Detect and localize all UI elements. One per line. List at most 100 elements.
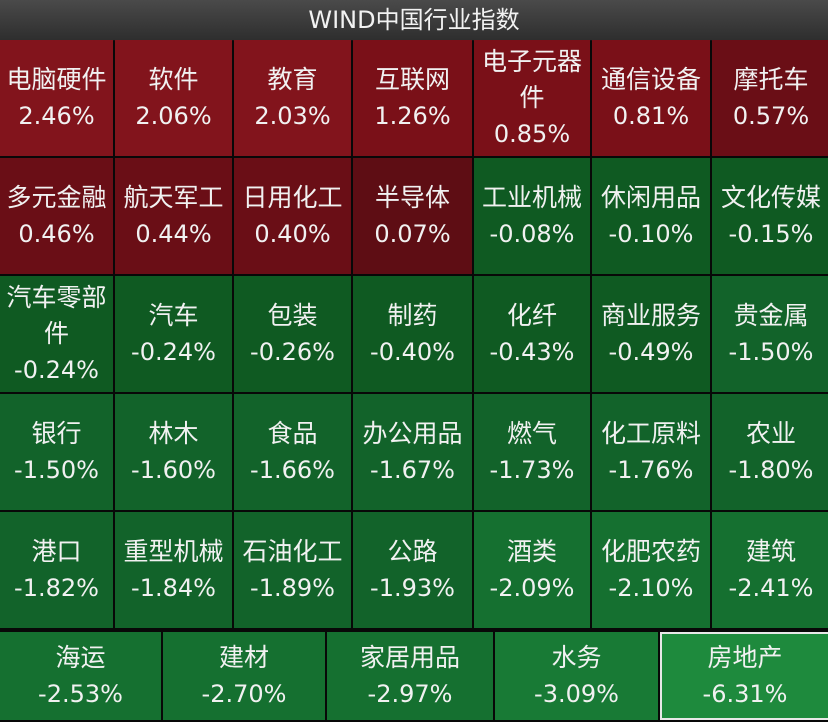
industry-name: 半导体 <box>374 183 450 212</box>
industry-change-pct: -1.84% <box>131 574 216 602</box>
industry-tile[interactable]: 日用化工 0.40% <box>234 158 351 274</box>
industry-change-pct: -2.10% <box>608 574 694 602</box>
industry-tile[interactable]: 电子元器件 0.85% <box>474 40 590 156</box>
industry-change-pct: -1.93% <box>370 574 455 602</box>
industry-name: 银行 <box>31 419 82 448</box>
industry-name: 制药 <box>387 301 438 330</box>
industry-tile[interactable]: 重型机械 -1.84% <box>115 512 232 628</box>
industry-name: 重型机械 <box>123 537 224 566</box>
industry-change-pct: -1.50% <box>14 456 99 484</box>
industry-change-pct: -1.82% <box>14 574 99 602</box>
industry-tile[interactable]: 办公用品 -1.67% <box>353 394 472 510</box>
industry-name: 教育 <box>267 65 318 94</box>
industry-tile[interactable]: 航天军工 0.44% <box>115 158 232 274</box>
industry-tile[interactable]: 建筑 -2.41% <box>712 512 828 628</box>
industry-heatmap-grid: 电脑硬件 2.46% 软件 2.06% 教育 2.03% 互联网 1.26% 电子元器件 0.85… <box>0 40 828 630</box>
industry-tile[interactable]: 互联网 1.26% <box>353 40 472 156</box>
industry-change-pct: 0.57% <box>732 102 810 130</box>
industry-change-pct: -1.66% <box>250 456 335 484</box>
page-title: WIND中国行业指数 <box>0 0 828 41</box>
industry-name: 港口 <box>31 537 82 566</box>
industry-change-pct: -1.89% <box>250 574 335 602</box>
industry-name: 包装 <box>267 301 318 330</box>
industry-change-pct: -0.10% <box>608 220 694 248</box>
industry-name: 公路 <box>387 537 438 566</box>
industry-change-pct: -3.09% <box>534 680 619 708</box>
industry-change-pct: -0.24% <box>131 338 216 366</box>
industry-tile[interactable]: 工业机械 -0.08% <box>474 158 590 274</box>
industry-name: 商业服务 <box>600 301 701 330</box>
industry-heatmap-bottom-row: 海运 -2.53% 建材 -2.70% 家居用品 -2.97% 水务 -3.09% 房地产 -6.… <box>0 632 828 720</box>
industry-name: 建材 <box>218 643 269 672</box>
industry-change-pct: 0.40% <box>254 220 331 248</box>
industry-name: 通信设备 <box>600 65 701 94</box>
industry-tile[interactable]: 酒类 -2.09% <box>474 512 590 628</box>
industry-tile[interactable]: 石油化工 -1.89% <box>234 512 351 628</box>
industry-change-pct: -1.76% <box>608 456 694 484</box>
industry-name: 化工原料 <box>600 419 701 448</box>
industry-tile[interactable]: 摩托车 0.57% <box>712 40 828 156</box>
industry-change-pct: -1.50% <box>728 338 814 366</box>
industry-change-pct: 0.44% <box>135 220 212 248</box>
industry-change-pct: 2.46% <box>18 102 95 130</box>
industry-tile[interactable]: 化纤 -0.43% <box>474 276 590 392</box>
industry-tile[interactable]: 海运 -2.53% <box>0 632 161 720</box>
industry-name: 林木 <box>148 419 199 448</box>
industry-tile[interactable]: 家居用品 -2.97% <box>327 632 493 720</box>
industry-tile[interactable]: 银行 -1.50% <box>0 394 113 510</box>
industry-name: 家居用品 <box>359 643 460 672</box>
industry-tile[interactable]: 贵金属 -1.50% <box>712 276 828 392</box>
industry-tile[interactable]: 文化传媒 -0.15% <box>712 158 828 274</box>
industry-tile[interactable]: 港口 -1.82% <box>0 512 113 628</box>
industry-name: 化纤 <box>506 301 557 330</box>
industry-tile[interactable]: 软件 2.06% <box>115 40 232 156</box>
industry-change-pct: 0.85% <box>493 120 571 148</box>
industry-tile[interactable]: 制药 -0.40% <box>353 276 472 392</box>
industry-tile[interactable]: 化工原料 -1.76% <box>592 394 710 510</box>
industry-name: 电子元器件 <box>481 47 582 112</box>
industry-tile[interactable]: 电脑硬件 2.46% <box>0 40 113 156</box>
industry-name: 水务 <box>551 643 602 672</box>
industry-name: 摩托车 <box>733 65 809 94</box>
industry-change-pct: -0.43% <box>489 338 575 366</box>
industry-change-pct: -2.97% <box>367 680 453 708</box>
industry-tile[interactable]: 水务 -3.09% <box>495 632 658 720</box>
industry-change-pct: -0.26% <box>250 338 335 366</box>
industry-tile[interactable]: 汽车零部件 -0.24% <box>0 276 113 392</box>
industry-tile[interactable]: 多元金融 0.46% <box>0 158 113 274</box>
industry-tile[interactable]: 包装 -0.26% <box>234 276 351 392</box>
industry-change-pct: -0.08% <box>489 220 575 248</box>
industry-tile[interactable]: 食品 -1.66% <box>234 394 351 510</box>
industry-tile[interactable]: 休闲用品 -0.10% <box>592 158 710 274</box>
industry-tile[interactable]: 汽车 -0.24% <box>115 276 232 392</box>
industry-tile[interactable]: 林木 -1.60% <box>115 394 232 510</box>
industry-tile[interactable]: 建材 -2.70% <box>163 632 325 720</box>
industry-tile[interactable]: 农业 -1.80% <box>712 394 828 510</box>
industry-change-pct: -0.24% <box>14 356 99 384</box>
industry-change-pct: -2.41% <box>728 574 814 602</box>
industry-tile[interactable]: 通信设备 0.81% <box>592 40 710 156</box>
industry-name: 航天军工 <box>123 183 224 212</box>
industry-change-pct: -6.31% <box>702 680 788 708</box>
industry-name: 化肥农药 <box>600 537 701 566</box>
industry-tile[interactable]: 教育 2.03% <box>234 40 351 156</box>
industry-change-pct: 0.81% <box>612 102 690 130</box>
industry-name: 电脑硬件 <box>6 65 107 94</box>
industry-change-pct: -0.49% <box>608 338 694 366</box>
industry-change-pct: -0.15% <box>728 220 814 248</box>
industry-name: 工业机械 <box>481 183 582 212</box>
industry-name: 酒类 <box>506 537 557 566</box>
industry-tile[interactable]: 半导体 0.07% <box>353 158 472 274</box>
industry-name: 汽车零部件 <box>6 283 107 348</box>
industry-tile[interactable]: 商业服务 -0.49% <box>592 276 710 392</box>
industry-name: 互联网 <box>374 65 450 94</box>
industry-tile[interactable]: 燃气 -1.73% <box>474 394 590 510</box>
industry-tile[interactable]: 化肥农药 -2.10% <box>592 512 710 628</box>
industry-tile[interactable]: 房地产 -6.31% <box>660 632 828 720</box>
industry-name: 燃气 <box>506 419 557 448</box>
industry-name: 海运 <box>55 643 106 672</box>
industry-name: 办公用品 <box>362 419 463 448</box>
industry-name: 汽车 <box>148 301 199 330</box>
industry-tile[interactable]: 公路 -1.93% <box>353 512 472 628</box>
industry-name: 建筑 <box>745 537 796 566</box>
